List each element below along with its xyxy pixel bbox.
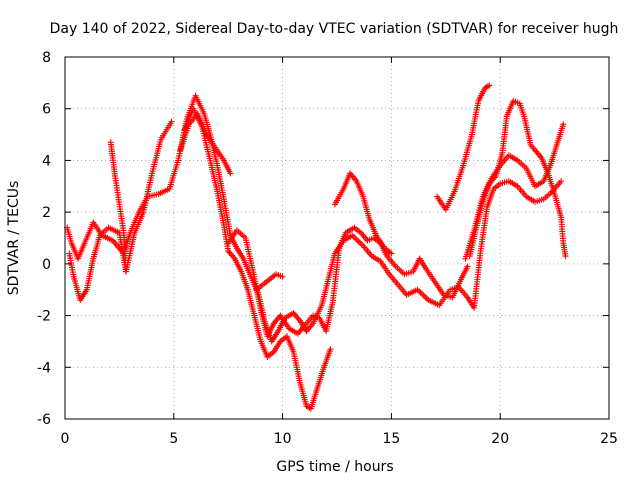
data-points [64, 82, 569, 412]
x-tick-label: 15 [382, 431, 400, 447]
x-tick-label: 25 [600, 431, 618, 447]
series-track-6 [225, 224, 471, 340]
series-track-9 [434, 82, 493, 213]
x-tick-label: 20 [491, 431, 509, 447]
data-point [168, 118, 175, 125]
tick-marks [64, 56, 610, 420]
y-tick-label: 4 [42, 153, 51, 169]
x-axis-label: GPS time / hours [276, 459, 393, 475]
data-point [327, 346, 334, 353]
y-tick-label: -4 [37, 360, 51, 376]
y-tick-label: 6 [42, 102, 51, 118]
y-tick-label: 2 [42, 205, 51, 221]
x-tick-label: 0 [61, 431, 70, 447]
grid-lines [65, 57, 609, 419]
y-tick-label: 0 [42, 257, 51, 273]
data-point [486, 82, 493, 89]
y-tick-label: -6 [37, 412, 51, 428]
x-tick-labels: 0 5 10 15 20 25 [61, 431, 618, 447]
series-track-11 [462, 121, 567, 262]
series-track-7 [253, 271, 286, 293]
series-track-8 [331, 170, 395, 257]
series-track-3 [107, 139, 129, 275]
data-point [388, 250, 395, 257]
y-tick-labels: -6 -4 -2 0 2 4 6 8 [37, 50, 51, 428]
data-point [227, 170, 234, 177]
data-point [122, 268, 129, 275]
data-point [562, 253, 569, 260]
data-point [464, 263, 471, 270]
chart-title: Day 140 of 2022, Sidereal Day-to-day VTE… [50, 21, 619, 37]
data-point [558, 178, 565, 185]
y-axis-label: SDTVAR / TECUs [6, 181, 22, 296]
series-track-2 [64, 92, 565, 345]
x-tick-label: 10 [274, 431, 292, 447]
data-point [279, 273, 286, 280]
y-tick-label: -2 [37, 309, 51, 325]
data-point [560, 121, 567, 128]
x-tick-label: 5 [169, 431, 178, 447]
plot-frame [64, 56, 610, 420]
y-tick-label: 8 [42, 50, 51, 66]
series-track-5 [181, 105, 334, 412]
